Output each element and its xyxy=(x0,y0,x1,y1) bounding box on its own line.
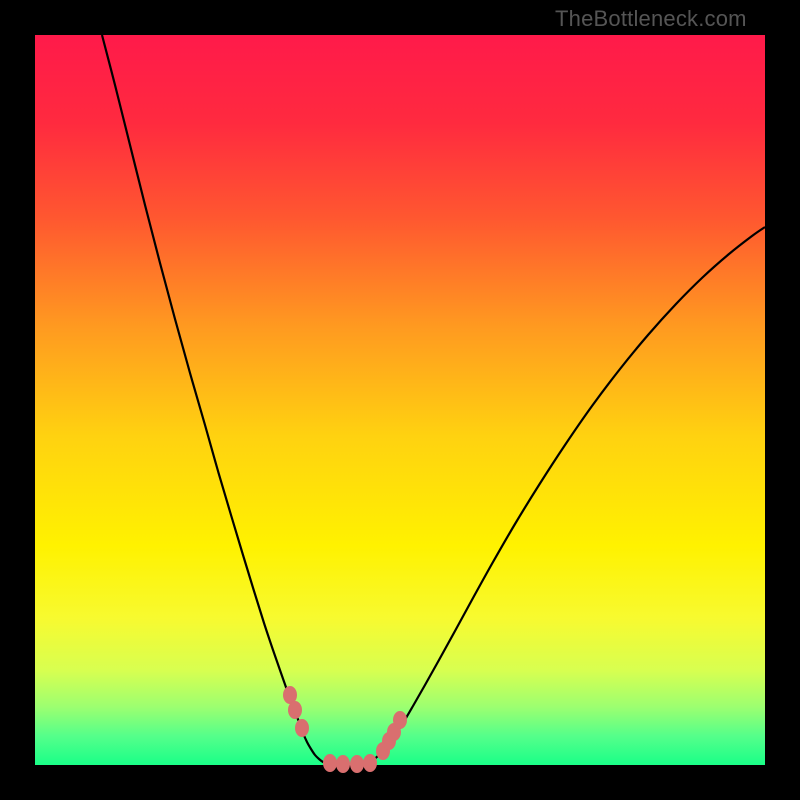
data-marker xyxy=(363,754,377,772)
chart-plot-area xyxy=(35,35,765,765)
left-curve xyxy=(102,35,333,765)
data-marker xyxy=(295,719,309,737)
data-marker xyxy=(350,755,364,773)
data-marker xyxy=(323,754,337,772)
data-marker xyxy=(336,755,350,773)
data-marker xyxy=(288,701,302,719)
watermark-text: TheBottleneck.com xyxy=(555,6,747,32)
curves-layer xyxy=(35,35,765,765)
data-markers xyxy=(283,686,407,773)
right-curve xyxy=(363,227,765,765)
data-marker xyxy=(393,711,407,729)
